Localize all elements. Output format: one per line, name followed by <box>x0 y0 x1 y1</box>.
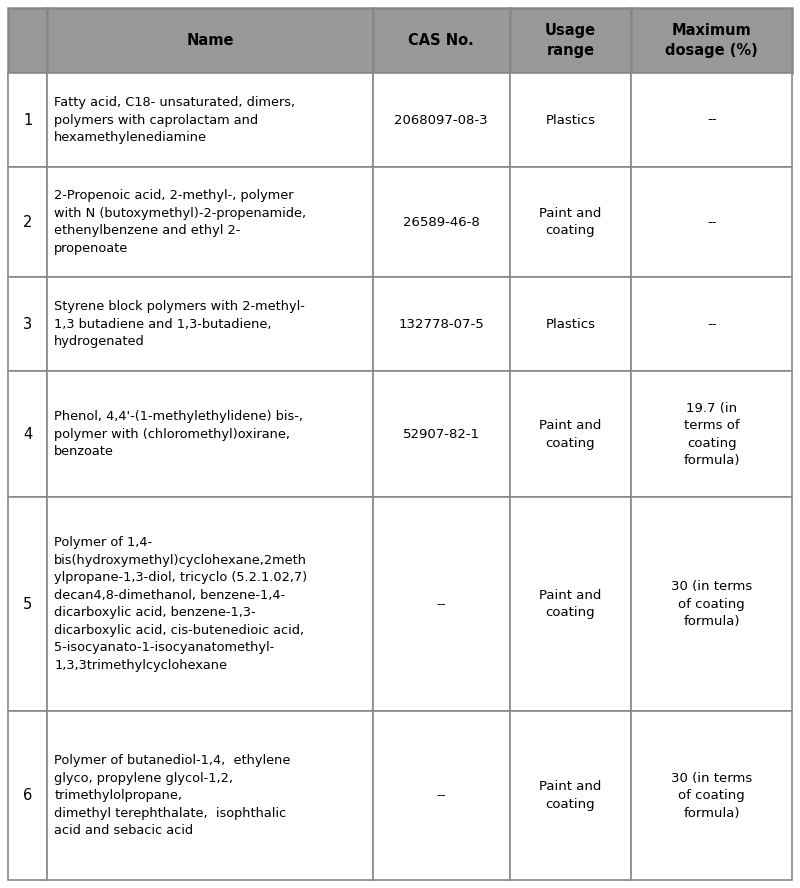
Bar <box>373 497 510 711</box>
Bar <box>631 167 792 277</box>
Text: 6: 6 <box>23 788 32 803</box>
Text: 132778-07-5: 132778-07-5 <box>398 318 484 330</box>
Text: 1: 1 <box>23 113 32 128</box>
Text: Paint and
coating: Paint and coating <box>539 419 602 449</box>
Bar <box>47 8 373 73</box>
Bar <box>373 711 510 880</box>
Text: Usage
range: Usage range <box>545 23 596 58</box>
Bar <box>510 8 631 73</box>
Text: Plastics: Plastics <box>546 114 595 126</box>
Bar <box>8 497 47 711</box>
Bar <box>373 167 510 277</box>
Text: --: -- <box>437 789 446 802</box>
Text: 2068097-08-3: 2068097-08-3 <box>394 114 488 126</box>
Bar <box>631 497 792 711</box>
Bar <box>510 73 631 167</box>
Text: 30 (in terms
of coating
formula): 30 (in terms of coating formula) <box>671 772 752 820</box>
Text: Maximum
dosage (%): Maximum dosage (%) <box>666 23 758 58</box>
Bar <box>47 277 373 371</box>
Text: --: -- <box>707 114 716 126</box>
Text: 3: 3 <box>23 317 32 332</box>
Bar <box>510 711 631 880</box>
Bar <box>47 497 373 711</box>
Bar <box>8 711 47 880</box>
Text: 19.7 (in
terms of
coating
formula): 19.7 (in terms of coating formula) <box>683 401 740 467</box>
Bar <box>510 277 631 371</box>
Text: Phenol, 4,4'-(1-methylethylidene) bis-,
polymer with (chloromethyl)oxirane,
benz: Phenol, 4,4'-(1-methylethylidene) bis-, … <box>54 410 303 458</box>
Bar <box>373 8 510 73</box>
Bar <box>47 167 373 277</box>
Bar <box>510 497 631 711</box>
Text: Polymer of 1,4-
bis(hydroxymethyl)cyclohexane,2meth
ylpropane-1,3-diol, tricyclo: Polymer of 1,4- bis(hydroxymethyl)cycloh… <box>54 536 307 672</box>
Bar <box>47 711 373 880</box>
Text: Polymer of butanediol-1,4,  ethylene
glyco, propylene glycol-1,2,
trimethylolpro: Polymer of butanediol-1,4, ethylene glyc… <box>54 754 290 837</box>
Bar <box>373 277 510 371</box>
Text: Paint and
coating: Paint and coating <box>539 207 602 237</box>
Text: 2: 2 <box>23 215 32 230</box>
Text: 5: 5 <box>23 597 32 612</box>
Text: Styrene block polymers with 2-methyl-
1,3 butadiene and 1,3-butadiene,
hydrogena: Styrene block polymers with 2-methyl- 1,… <box>54 300 305 348</box>
Bar <box>631 277 792 371</box>
Bar <box>510 167 631 277</box>
Bar <box>631 8 792 73</box>
Bar <box>47 371 373 497</box>
Bar <box>47 73 373 167</box>
Text: Plastics: Plastics <box>546 318 595 330</box>
Text: Paint and
coating: Paint and coating <box>539 781 602 811</box>
Text: 26589-46-8: 26589-46-8 <box>402 216 479 228</box>
Bar <box>631 73 792 167</box>
Bar <box>8 8 47 73</box>
Bar <box>373 371 510 497</box>
Bar <box>631 711 792 880</box>
Bar <box>8 73 47 167</box>
Text: CAS No.: CAS No. <box>408 33 474 48</box>
Text: 4: 4 <box>23 427 32 441</box>
Text: 52907-82-1: 52907-82-1 <box>402 428 480 440</box>
Bar <box>8 371 47 497</box>
Text: Name: Name <box>186 33 234 48</box>
Bar <box>8 277 47 371</box>
Bar <box>510 371 631 497</box>
Bar <box>373 73 510 167</box>
Text: --: -- <box>707 318 716 330</box>
Text: Fatty acid, C18- unsaturated, dimers,
polymers with caprolactam and
hexamethylen: Fatty acid, C18- unsaturated, dimers, po… <box>54 96 295 144</box>
Bar <box>631 371 792 497</box>
Text: Paint and
coating: Paint and coating <box>539 589 602 620</box>
Bar <box>8 167 47 277</box>
Text: --: -- <box>437 598 446 611</box>
Text: --: -- <box>707 216 716 228</box>
Text: 30 (in terms
of coating
formula): 30 (in terms of coating formula) <box>671 580 752 628</box>
Text: 2-Propenoic acid, 2-methyl-, polymer
with N (butoxymethyl)-2-propenamide,
etheny: 2-Propenoic acid, 2-methyl-, polymer wit… <box>54 189 306 255</box>
